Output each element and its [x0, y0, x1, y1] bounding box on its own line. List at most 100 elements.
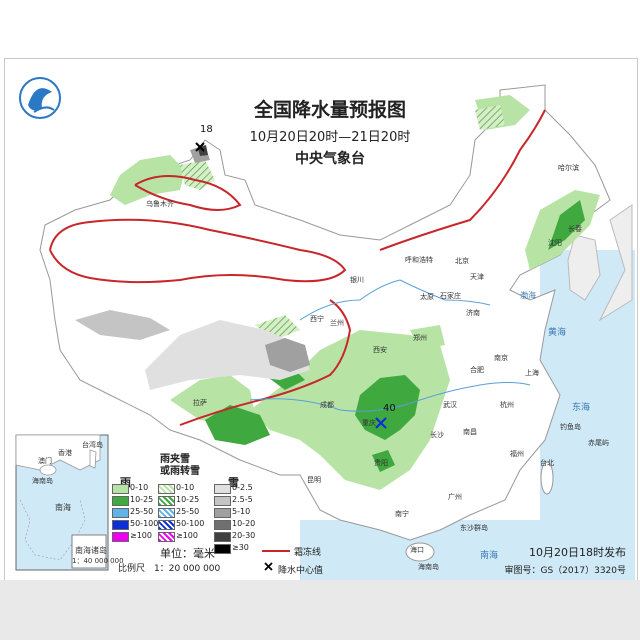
legend-head-rain: 雨	[120, 476, 131, 489]
rain-swatch	[112, 520, 129, 530]
mixed-swatch	[158, 520, 175, 530]
city-label: 西安	[373, 346, 387, 354]
city-label: 杭州	[500, 401, 514, 409]
snow-label: 20-30	[232, 531, 256, 540]
mixed-swatch	[158, 532, 175, 542]
sea-label: 东海	[572, 403, 591, 413]
korea-peninsula	[567, 234, 601, 301]
city-label: 海南岛	[418, 563, 439, 571]
city-label: 台北	[540, 459, 554, 467]
city-label: 昆明	[307, 476, 321, 484]
yangtze-river	[249, 382, 531, 412]
sea-label: 南海	[480, 551, 499, 561]
frost-line-west	[134, 175, 242, 211]
city-label: 呼和浩特	[405, 256, 433, 264]
city-label: 天津	[470, 273, 484, 281]
snow-label: 2.5-5	[232, 495, 253, 504]
issued-time: 10月20日18时发布	[529, 546, 626, 559]
yellow-river	[299, 279, 491, 321]
precip-max-label-north: 18	[200, 124, 213, 135]
city-label: 拉萨	[193, 399, 207, 407]
city-label: 哈尔滨	[558, 164, 579, 172]
precip-max-label-south: 40	[383, 403, 396, 414]
city-label: 广州	[448, 493, 462, 501]
sea-label: 渤海	[520, 291, 536, 300]
mixed-label: 0-10	[176, 483, 195, 492]
mixed-swatch	[158, 484, 175, 494]
city-label: 长春	[568, 225, 582, 233]
mixed-label: ≥100	[176, 531, 198, 540]
china-landmass	[39, 84, 611, 541]
mixed-label: 50-100	[176, 519, 205, 528]
frost-line-legend-label: 霜冻线	[294, 548, 322, 558]
map-title: 全国降水量预报图	[253, 99, 406, 121]
rain-label: 10-25	[130, 495, 154, 504]
snow-label: 10-20	[232, 519, 256, 528]
city-label: 北京	[455, 257, 469, 265]
center-legend-label: 降水中心值	[278, 566, 324, 576]
precip-center-marker-north	[195, 142, 205, 152]
inset-scale-label: 1：40 000 000	[72, 557, 124, 565]
city-label: 南京	[494, 354, 508, 362]
city-label: 武汉	[443, 401, 457, 409]
city-label: 沈阳	[548, 239, 562, 247]
snow-2.5-5-tibet	[75, 310, 170, 340]
cma-logo	[19, 77, 61, 119]
inset-sea-label: 南海	[55, 503, 71, 512]
page-footer-band	[0, 580, 640, 640]
city-label: 郑州	[413, 334, 427, 342]
inset-islands-label: 南海诸岛	[75, 546, 107, 555]
rain-10-25-sichuan	[355, 375, 420, 440]
rain-10-25-northeast	[548, 200, 585, 250]
city-label: 贵阳	[374, 459, 388, 467]
inset-place-label: 澳门	[38, 457, 52, 465]
snow-label: ≥30	[232, 543, 249, 552]
rain-label: 50-100	[130, 519, 159, 528]
city-label: 赤尾屿	[588, 439, 609, 447]
center-marker-legend-icon	[264, 562, 273, 571]
sea-label: 黄海	[548, 328, 567, 338]
hainan-island	[405, 542, 435, 562]
snow-swatch	[214, 532, 231, 542]
mixed-label: 25-50	[176, 507, 200, 516]
rain-swatch	[112, 508, 129, 518]
snow-5-10-qinghai	[265, 338, 310, 372]
scale-label: 比例尺 1：20 000 000	[118, 564, 221, 574]
mixed-0-10-tibet	[255, 315, 300, 340]
city-label: 银川	[350, 276, 364, 284]
legend-head-mixed: 雨夹雪 或雨转雪	[160, 454, 200, 477]
rain-10-25-guizhou	[372, 450, 395, 472]
rain-10-25-tibet	[205, 405, 270, 445]
legend-head-snow: 雪	[228, 476, 239, 489]
issuing-agency: 中央气象台	[295, 151, 365, 167]
unit-label: 单位：毫米	[160, 547, 215, 560]
rain-swatch	[112, 532, 129, 542]
city-label: 海口	[410, 546, 424, 554]
rain-label: 25-50	[130, 507, 154, 516]
frost-line-north	[49, 218, 347, 284]
city-label: 太原	[420, 293, 434, 301]
inset-place-label: 台湾岛	[82, 441, 103, 449]
inset-place-label: 海南岛	[32, 477, 53, 485]
frost-line-east	[379, 109, 546, 251]
city-label: 上海	[525, 369, 539, 377]
city-label: 成都	[320, 401, 334, 409]
city-label: 钓鱼岛	[560, 423, 581, 431]
snow-label: 5-10	[232, 507, 251, 516]
mixed-label: 10-25	[176, 495, 200, 504]
japan-islands	[598, 204, 633, 322]
city-label: 南宁	[395, 510, 409, 518]
city-label: 重庆	[362, 419, 376, 427]
mixed-swatch	[158, 508, 175, 518]
precip-center-marker-south	[375, 417, 387, 429]
city-label: 东沙群岛	[460, 524, 488, 532]
south-china-sea-inset	[15, 434, 109, 571]
forecast-period: 10月20日20时—21日20时	[249, 130, 411, 145]
snow-swatch	[214, 484, 231, 494]
rain-label: 0-10	[130, 483, 149, 492]
snow-swatch	[214, 544, 231, 554]
city-label: 石家庄	[440, 292, 461, 300]
mixed-swatch	[158, 496, 175, 506]
city-label: 兰州	[330, 319, 344, 327]
